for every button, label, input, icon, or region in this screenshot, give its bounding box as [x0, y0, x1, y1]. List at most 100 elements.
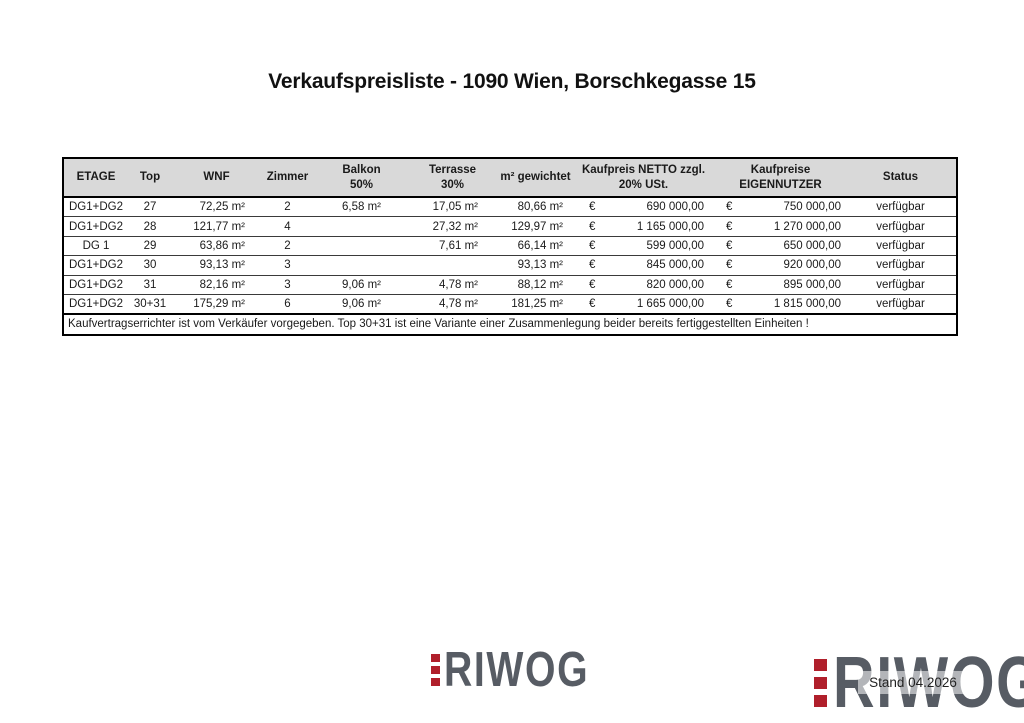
- currency-symbol: €: [726, 239, 733, 252]
- column-header-terrasse: Terrasse 30%: [428, 164, 477, 191]
- cell-gewichtet: 66,14 m²: [517, 239, 563, 252]
- cell-status: verfügbar: [876, 239, 925, 252]
- cell-eigennutzer: €750 000,00: [712, 201, 849, 213]
- price-value: 1 665 000,00: [636, 298, 704, 311]
- column-header-status: Status: [882, 171, 919, 184]
- page-title: Verkaufspreisliste - 1090 Wien, Borschke…: [268, 70, 756, 93]
- riwog-logo-dots-icon: [814, 659, 827, 707]
- currency-symbol: €: [589, 220, 596, 233]
- cell-netto: €599 000,00: [575, 240, 712, 252]
- price-value: 895 000,00: [783, 278, 841, 291]
- cell-etage: DG1+DG2: [68, 298, 123, 311]
- cell-etage: DG1+DG2: [68, 259, 123, 272]
- currency-symbol: €: [589, 201, 596, 214]
- price-value: 920 000,00: [783, 259, 841, 272]
- cell-zimmer: 6: [284, 298, 291, 311]
- price-value: 1 815 000,00: [773, 298, 841, 311]
- cell-gewichtet: 93,13 m²: [517, 259, 563, 272]
- table-row: DG1+DG2 30 93,13 m² 3 93,13 m² €845 000,00 €92…: [64, 255, 956, 274]
- cell-gewichtet: 181,25 m²: [511, 298, 563, 311]
- currency-symbol: €: [726, 298, 733, 311]
- price-table: ETAGE Top WNF Zimmer Balkon 50% Terrasse 30% m² …: [62, 157, 958, 336]
- cell-balkon: 6,58 m²: [342, 201, 381, 214]
- cell-wnf: 93,13 m²: [199, 259, 245, 272]
- cell-top: 29: [143, 239, 157, 252]
- currency-symbol: €: [589, 259, 596, 272]
- cell-wnf: 175,29 m²: [193, 298, 245, 311]
- price-value: 750 000,00: [783, 201, 841, 214]
- table-row: DG1+DG2 27 72,25 m² 2 6,58 m² 17,05 m² 80,66 m…: [64, 198, 956, 216]
- cell-eigennutzer: €1 815 000,00: [712, 298, 849, 310]
- table-row: DG 1 29 63,86 m² 2 7,61 m² 66,14 m² €599 000,0…: [64, 235, 956, 255]
- column-header-gewichtet: m² gewichtet: [500, 171, 571, 184]
- cell-terrasse: 27,32 m²: [432, 220, 478, 233]
- cell-terrasse: 17,05 m²: [432, 201, 478, 214]
- cell-top: 27: [143, 201, 157, 214]
- cell-zimmer: 3: [284, 278, 291, 291]
- price-value: 690 000,00: [646, 201, 704, 214]
- table-footnote: Kaufvertragserrichter ist vom Verkäufer …: [64, 313, 956, 334]
- cell-eigennutzer: €920 000,00: [712, 259, 849, 271]
- stand-date-stamp: Stand 04.2026: [858, 671, 968, 694]
- cell-netto: €690 000,00: [575, 201, 712, 213]
- table-header-row: ETAGE Top WNF Zimmer Balkon 50% Terrasse 30% m² …: [64, 159, 956, 198]
- cell-wnf: 121,77 m²: [193, 220, 245, 233]
- column-header-etage: ETAGE: [76, 171, 116, 184]
- cell-eigennutzer: €895 000,00: [712, 279, 849, 291]
- cell-etage: DG 1: [82, 239, 110, 252]
- riwog-logo-center: RIWOG: [431, 642, 625, 697]
- riwog-logo-text: RIWOG: [444, 642, 590, 697]
- cell-top: 30: [143, 259, 157, 272]
- price-value: 1 165 000,00: [636, 220, 704, 233]
- cell-zimmer: 2: [284, 239, 291, 252]
- price-value: 1 270 000,00: [773, 220, 841, 233]
- cell-gewichtet: 129,97 m²: [511, 220, 563, 233]
- currency-symbol: €: [726, 278, 733, 291]
- cell-status: verfügbar: [876, 298, 925, 311]
- cell-status: verfügbar: [876, 201, 925, 214]
- column-header-balkon: Balkon 50%: [342, 164, 381, 191]
- riwog-logo-dots-icon: [431, 654, 440, 686]
- currency-symbol: €: [589, 298, 596, 311]
- currency-symbol: €: [726, 201, 733, 214]
- cell-netto: €1 165 000,00: [575, 221, 712, 233]
- cell-terrasse: 4,78 m²: [439, 298, 478, 311]
- cell-top: 28: [143, 220, 157, 233]
- cell-gewichtet: 88,12 m²: [517, 278, 563, 291]
- cell-top: 30+31: [133, 298, 167, 311]
- currency-symbol: €: [589, 278, 596, 291]
- cell-status: verfügbar: [876, 220, 925, 233]
- cell-eigennutzer: €1 270 000,00: [712, 221, 849, 233]
- price-value: 650 000,00: [783, 239, 841, 252]
- cell-netto: €845 000,00: [575, 259, 712, 271]
- column-header-eigennutzer: Kaufpreise EIGENNUTZER: [739, 164, 822, 191]
- cell-zimmer: 3: [284, 259, 291, 272]
- table-row: DG1+DG2 28 121,77 m² 4 27,32 m² 129,97 m² €1 1…: [64, 216, 956, 235]
- table-row: DG1+DG2 31 82,16 m² 3 9,06 m² 4,78 m² 88,12 m²…: [64, 274, 956, 294]
- cell-etage: DG1+DG2: [68, 278, 123, 291]
- cell-wnf: 72,25 m²: [199, 201, 245, 214]
- cell-balkon: 9,06 m²: [342, 298, 381, 311]
- cell-netto: €1 665 000,00: [575, 298, 712, 310]
- cell-eigennutzer: €650 000,00: [712, 240, 849, 252]
- column-header-netto: Kaufpreis NETTO zzgl. 20% USt.: [581, 164, 706, 191]
- cell-wnf: 63,86 m²: [199, 239, 245, 252]
- cell-zimmer: 4: [284, 220, 291, 233]
- table-row: DG1+DG2 30+31 175,29 m² 6 9,06 m² 4,78 m² 181,…: [64, 293, 956, 313]
- cell-etage: DG1+DG2: [68, 220, 123, 233]
- cell-terrasse: 4,78 m²: [439, 278, 478, 291]
- cell-top: 31: [143, 278, 157, 291]
- cell-wnf: 82,16 m²: [199, 278, 245, 291]
- cell-status: verfügbar: [876, 278, 925, 291]
- cell-gewichtet: 80,66 m²: [517, 201, 563, 214]
- price-value: 820 000,00: [646, 278, 704, 291]
- cell-status: verfügbar: [876, 259, 925, 272]
- currency-symbol: €: [589, 239, 596, 252]
- cell-zimmer: 2: [284, 201, 291, 214]
- price-value: 599 000,00: [646, 239, 704, 252]
- table-body: DG1+DG2 27 72,25 m² 2 6,58 m² 17,05 m² 80,66 m…: [64, 198, 956, 313]
- cell-balkon: 9,06 m²: [342, 278, 381, 291]
- column-header-wnf: WNF: [203, 171, 230, 184]
- cell-netto: €820 000,00: [575, 279, 712, 291]
- currency-symbol: €: [726, 259, 733, 272]
